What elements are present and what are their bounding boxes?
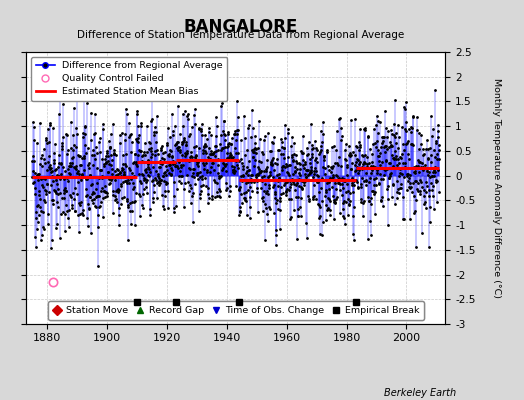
Text: Difference of Station Temperature Data from Regional Average: Difference of Station Temperature Data f…: [78, 30, 405, 40]
Text: Berkeley Earth: Berkeley Earth: [384, 388, 456, 398]
Y-axis label: Monthly Temperature Anomaly Difference (°C): Monthly Temperature Anomaly Difference (…: [492, 78, 501, 298]
Text: BANGALORE: BANGALORE: [184, 18, 298, 36]
Legend: Station Move, Record Gap, Time of Obs. Change, Empirical Break: Station Move, Record Gap, Time of Obs. C…: [48, 301, 424, 320]
